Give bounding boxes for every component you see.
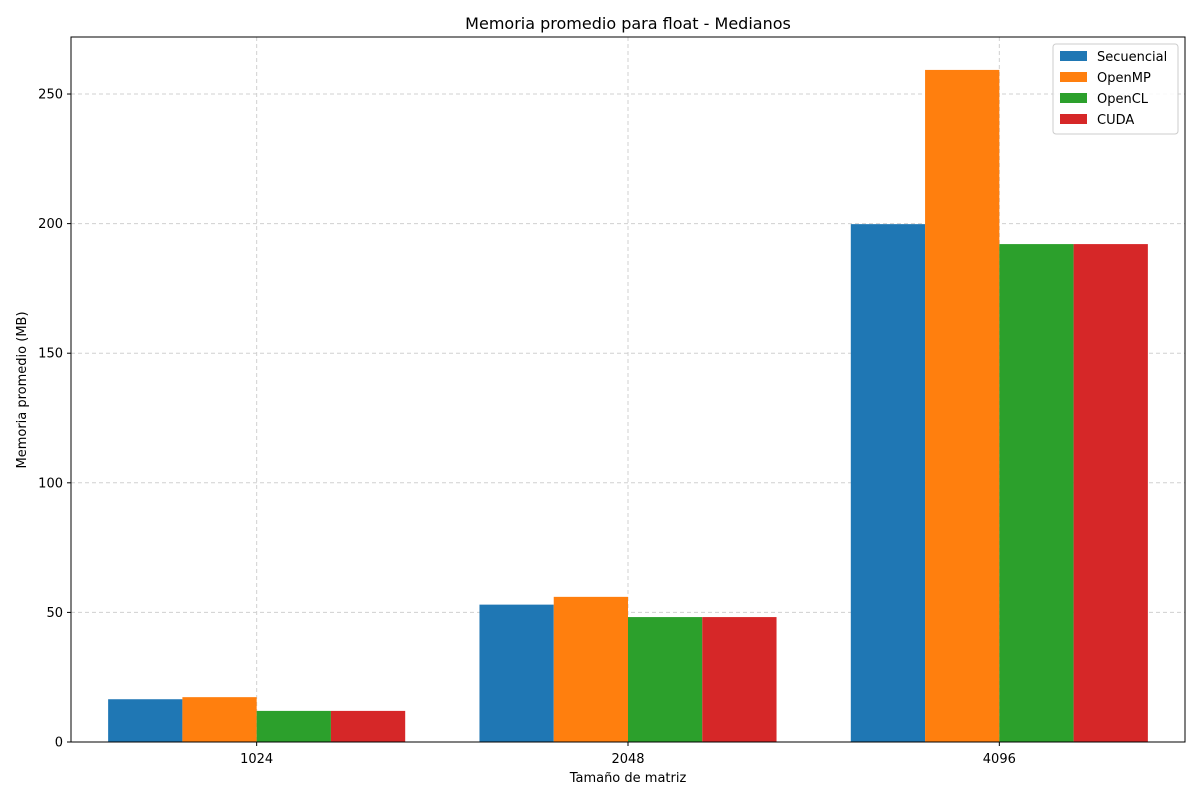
chart-title: Memoria promedio para float - Medianos: [465, 14, 791, 33]
bar-cuda-4096: [1073, 244, 1148, 742]
legend-label: Secuencial: [1097, 50, 1167, 65]
legend-label: CUDA: [1097, 113, 1134, 128]
y-tick-label: 100: [38, 476, 63, 491]
y-tick-label: 0: [55, 736, 63, 751]
bar-secuencial-4096: [850, 224, 926, 742]
legend-label: OpenMP: [1097, 71, 1151, 86]
y-tick-label: 200: [38, 217, 63, 232]
x-tick-label: 4096: [983, 752, 1016, 767]
legend: Secuencial OpenMP OpenCL CUDA: [1052, 43, 1179, 135]
legend-swatch: [1060, 93, 1087, 103]
x-tick-label: 1024: [240, 752, 273, 767]
axis-ticks: 0 50 100 150 200 250 1024 2048 4096: [38, 88, 1016, 767]
x-tick-label: 2048: [611, 752, 644, 767]
legend-label: OpenCL: [1097, 92, 1149, 107]
bar-opencl-4096: [999, 244, 1074, 742]
bar-secuencial-2048: [479, 604, 554, 742]
bar-openmp-4096: [925, 69, 1000, 742]
bar-openmp-1024: [182, 697, 257, 742]
legend-box: [1052, 43, 1179, 135]
y-tick-label: 50: [46, 606, 63, 621]
legend-swatch: [1060, 72, 1087, 82]
bar-cuda-2048: [702, 617, 777, 742]
y-tick-label: 150: [38, 347, 63, 362]
bar-opencl-2048: [628, 617, 703, 742]
bars: [108, 69, 1148, 742]
bar-opencl-1024: [256, 710, 331, 742]
y-axis-label: Memoria promedio (MB): [15, 311, 30, 468]
y-tick-label: 250: [38, 88, 63, 103]
legend-swatch: [1060, 114, 1087, 124]
bar-cuda-1024: [330, 710, 406, 742]
legend-swatch: [1060, 51, 1087, 61]
bar-openmp-2048: [553, 596, 628, 742]
x-axis-label: Tamaño de matriz: [569, 771, 687, 786]
bar-secuencial-1024: [108, 699, 183, 742]
